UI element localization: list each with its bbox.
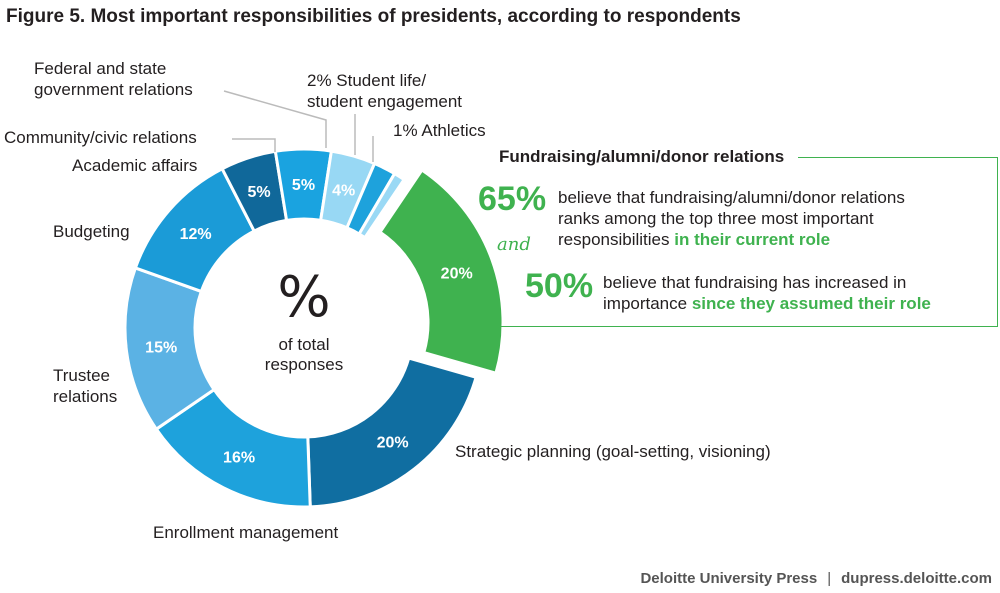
stat-65-highlight: in their current role [674, 230, 831, 249]
slice-value-label-4: 12% [180, 226, 212, 243]
label-community-civic: Community/civic relations [4, 128, 197, 147]
label-athletics: 1% Athletics [393, 121, 486, 140]
label-federal-line1: Federal and state [34, 59, 167, 78]
label-student-line2: student engagement [307, 92, 463, 111]
slice-value-label-0: 20% [441, 265, 473, 282]
slice-value-label-5: 5% [247, 184, 270, 201]
center-caption: of total responses [234, 335, 374, 375]
center-caption-line2: responses [264, 355, 344, 374]
source-url: dupress.deloitte.com [841, 570, 992, 587]
chart-title: Figure 5. Most important responsibilitie… [6, 6, 741, 27]
label-federal-line2: government relations [34, 80, 193, 99]
leader-line-federal [223, 90, 327, 148]
leader-line-community [232, 138, 276, 152]
callout-and: and [497, 234, 531, 255]
stat-50-value: 50% [525, 267, 594, 305]
slice-value-label-3: 15% [145, 340, 177, 357]
source-publisher: Deloitte University Press [640, 570, 818, 587]
center-percent-symbol: % [277, 265, 331, 330]
slice-value-label-6: 5% [292, 177, 315, 194]
label-trustee-line1: Trustee [53, 366, 111, 385]
stat-50-text-line1: believe that fundraising has increased i… [603, 273, 907, 292]
label-trustee-line2: relations [53, 387, 118, 406]
donut-slice-9 [357, 171, 407, 240]
stat-65-text-line2: ranks among the top three most important [558, 209, 874, 228]
stat-65-text: believe that fundraising/alumni/donor re… [558, 187, 905, 250]
stat-50-text-line2: importance since they assumed their role [603, 293, 931, 314]
donut-slice-0 [377, 167, 505, 376]
label-student-life: 2% Student life/ student engagement [307, 70, 462, 112]
source-credit: Deloitte University Press | dupress.deloit… [640, 570, 992, 587]
slice-value-label-7: 4% [332, 183, 355, 200]
stat-65-text-line3a: responsibilities [558, 230, 675, 249]
stat-65-text-line1: believe that fundraising/alumni/donor re… [558, 188, 905, 207]
slice-value-label-1: 20% [377, 434, 409, 451]
stat-50-text-line2a: importance [603, 294, 692, 313]
label-strategic-planning: Strategic planning (goal-setting, vision… [455, 442, 771, 461]
label-budgeting: Budgeting [53, 222, 130, 241]
label-enrollment-management: Enrollment management [153, 523, 339, 542]
label-trustee-relations: Trustee relations [53, 365, 117, 407]
source-separator: | [827, 570, 832, 587]
callout-title: Fundraising/alumni/donor relations [485, 147, 799, 167]
stat-65-text-line3: responsibilities in their current role [558, 229, 905, 250]
stat-50-highlight: since they assumed their role [691, 294, 931, 313]
label-academic-affairs: Academic affairs [72, 156, 198, 175]
label-federal-state: Federal and state government relations [34, 58, 193, 100]
donut-slice-1 [306, 356, 478, 509]
center-caption-line1: of total [278, 335, 330, 354]
stat-50-text: believe that fundraising has increased i… [603, 272, 931, 314]
label-student-line1: 2% Student life/ [307, 71, 427, 90]
stat-65-value: 65% [478, 180, 547, 218]
slice-value-label-2: 16% [223, 450, 255, 467]
